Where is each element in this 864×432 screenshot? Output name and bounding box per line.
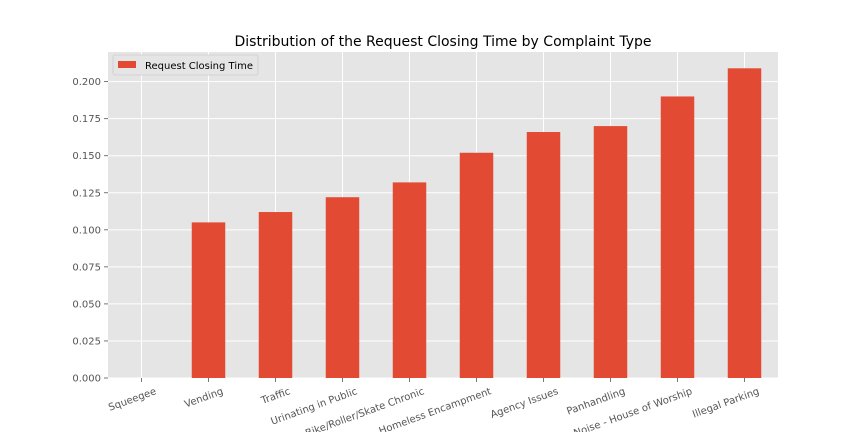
legend-label: Request Closing Time [145, 61, 253, 72]
y-tick-label: 0.200 [72, 77, 101, 88]
y-tick-label: 0.000 [72, 374, 101, 385]
x-tick-label: Traffic [259, 386, 292, 407]
bar [392, 182, 427, 378]
legend-swatch [118, 61, 136, 68]
bar [593, 126, 628, 378]
y-tick-label: 0.075 [72, 262, 101, 273]
x-tick-label: Squeegee [107, 386, 158, 413]
bar [526, 132, 561, 378]
bar [660, 96, 695, 379]
y-tick-label: 0.025 [72, 336, 101, 347]
x-tick-label: Homeless Encampment [378, 386, 493, 432]
bar [459, 152, 494, 378]
x-tick-label: Illegal Parking [691, 386, 761, 420]
x-tick-label: Vending [183, 386, 225, 410]
y-tick-label: 0.150 [72, 151, 101, 162]
bar [325, 197, 360, 378]
y-axis-ticks: 0.000 0.025 0.050 0.075 0.100 0.125 0.150 0.175… [72, 77, 108, 385]
bar [727, 68, 762, 379]
legend: Request Closing Time [112, 54, 259, 76]
bars [191, 68, 762, 379]
x-tick-label: Agency Issues [489, 386, 560, 421]
chart-title: Distribution of the Request Closing Time… [235, 34, 652, 50]
bar [191, 222, 226, 378]
y-tick-label: 0.100 [72, 225, 101, 236]
y-tick-label: 0.125 [72, 188, 101, 199]
bar [258, 212, 293, 378]
y-tick-label: 0.175 [72, 114, 101, 125]
legend-box [112, 54, 259, 76]
y-tick-label: 0.050 [72, 299, 101, 310]
